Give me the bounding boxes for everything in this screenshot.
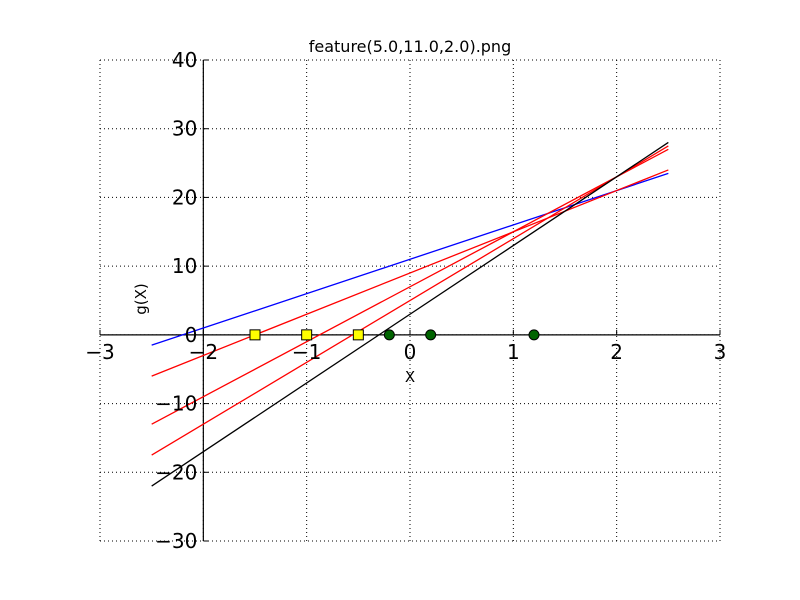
square-point-3 — [352, 329, 364, 341]
y-tick-label: 40 — [172, 48, 197, 72]
x-tick-label: −1 — [292, 340, 321, 364]
y-tick-label: 20 — [172, 185, 197, 209]
square-point-2 — [301, 329, 313, 341]
x-tick-label: 1 — [507, 340, 520, 364]
series-line-1 — [151, 172, 669, 346]
series-line-3 — [151, 148, 669, 425]
x-axis-label: X — [405, 368, 415, 386]
x-tick-label: 2 — [610, 340, 623, 364]
y-tick-label: 0 — [185, 323, 198, 347]
y-tick-label: −20 — [155, 460, 197, 484]
y-axis-label: g(X) — [132, 283, 150, 315]
series-line-4 — [151, 145, 669, 456]
x-tick-label: −2 — [189, 340, 218, 364]
grid — [99, 59, 721, 542]
y-tick-label: 10 — [172, 254, 197, 278]
y-tick-label: −30 — [155, 529, 197, 553]
chart-title: feature(5.0,11.0,2.0).png — [309, 37, 511, 56]
circle-point-6 — [528, 329, 540, 341]
series-line-5 — [151, 141, 669, 487]
y-tick-label: −10 — [155, 392, 197, 416]
circle-point-5 — [425, 329, 437, 341]
x-tick-label: 3 — [714, 340, 727, 364]
square-point-1 — [249, 329, 261, 341]
x-tick-label: −3 — [85, 340, 114, 364]
series-line-2 — [151, 169, 669, 377]
y-tick-label: 30 — [172, 117, 197, 141]
x-tick-label: 0 — [404, 340, 417, 364]
series-lines — [151, 141, 669, 487]
data-points — [249, 329, 540, 341]
circle-point-4 — [383, 329, 395, 341]
